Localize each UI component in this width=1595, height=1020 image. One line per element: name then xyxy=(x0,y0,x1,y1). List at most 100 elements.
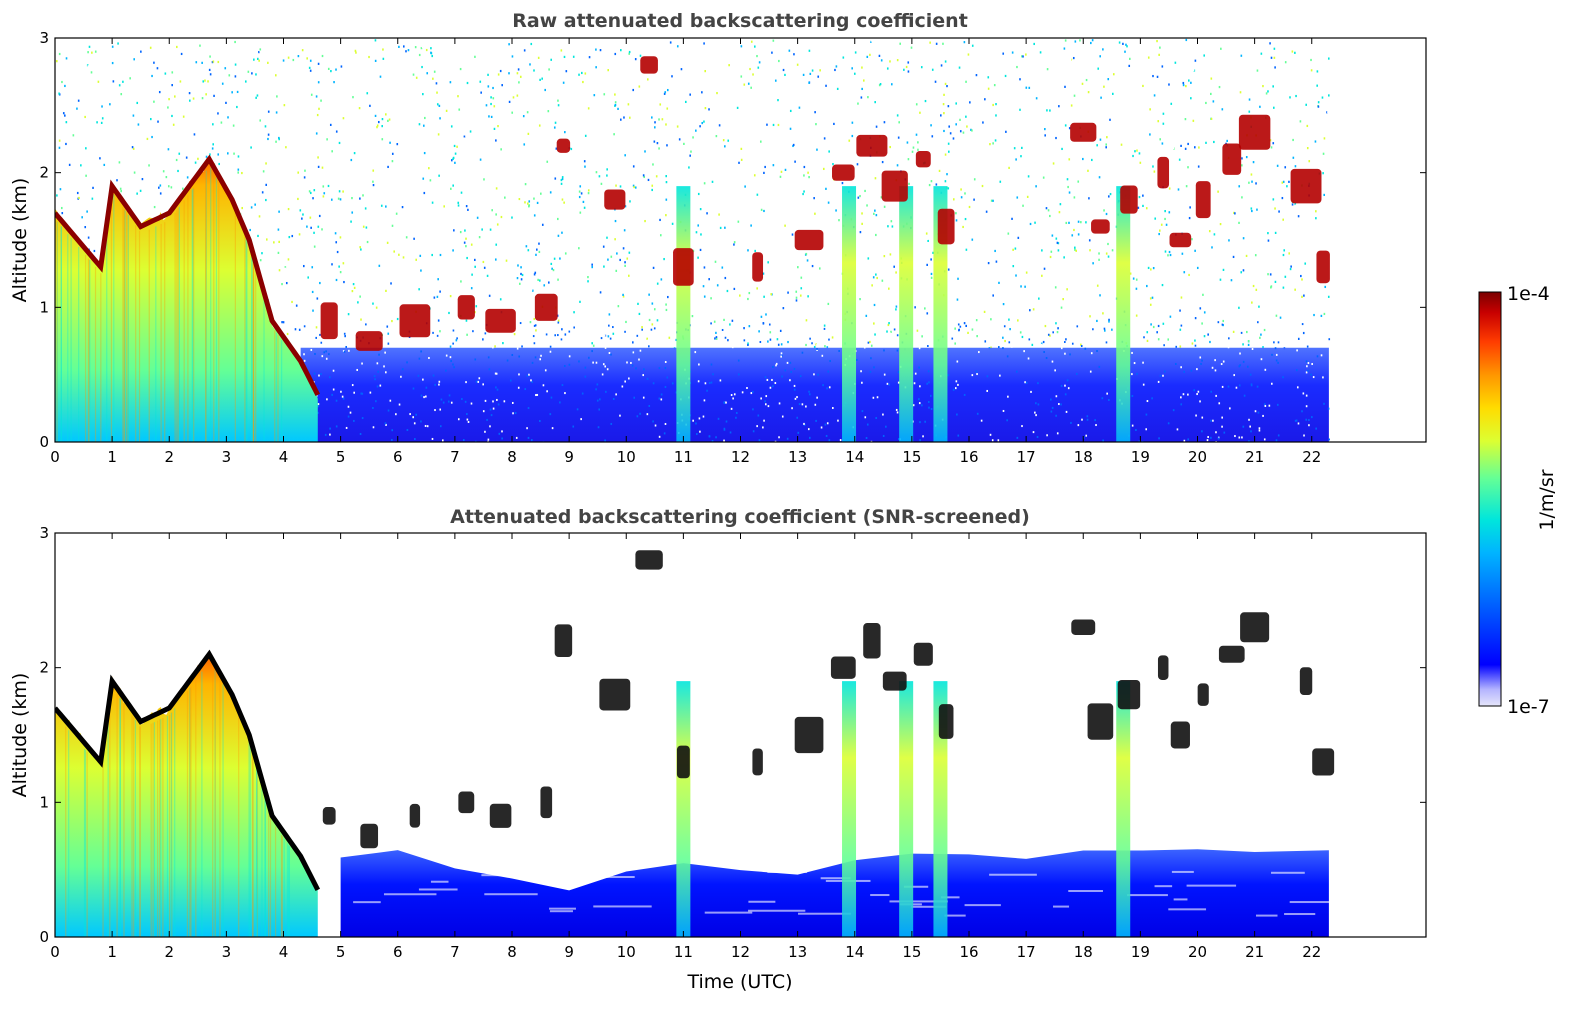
cloud-patch xyxy=(322,807,336,825)
y-tick-label: 0 xyxy=(39,928,49,946)
raw-backscatter-panel: Raw attenuated backscattering coefficien… xyxy=(9,10,1427,466)
x-tick-label: 14 xyxy=(845,943,864,961)
cloud-patch xyxy=(1120,185,1138,214)
x-tick-label: 9 xyxy=(564,943,574,961)
x-tick-label: 7 xyxy=(450,943,460,961)
x-axis-ticks: 0 1 2 3 4 5 6 7 8 9 10 11 12 13 14 15 16 17 18 19 20 21 22 xyxy=(50,38,1321,466)
x-tick-label: 17 xyxy=(1017,943,1036,961)
cloud-patch xyxy=(1070,122,1097,142)
cloud-patch xyxy=(457,295,475,320)
cloud-patch xyxy=(604,189,626,210)
y-tick-label: 3 xyxy=(39,29,49,47)
cloud-patch xyxy=(794,229,824,251)
cloud-patch xyxy=(1195,181,1211,219)
colorbar: 1e-4 1e-7 1/m/sr xyxy=(1478,283,1558,718)
y-tick-label: 1 xyxy=(39,793,49,811)
cloud-patch xyxy=(320,302,338,340)
x-tick-label: 8 xyxy=(507,448,517,466)
panel-title: Raw attenuated backscattering coefficien… xyxy=(512,10,968,32)
x-tick-label: 13 xyxy=(788,448,807,466)
x-tick-label: 12 xyxy=(731,448,750,466)
aerosol-layer xyxy=(55,655,318,937)
cloud-patch xyxy=(489,803,512,828)
x-tick-label: 10 xyxy=(617,448,636,466)
x-tick-label: 16 xyxy=(959,448,978,466)
cloud-column xyxy=(1116,186,1131,442)
cloud-patch xyxy=(913,642,933,666)
x-tick-label: 21 xyxy=(1245,448,1264,466)
x-tick-label: 16 xyxy=(959,943,978,961)
cloud-patch xyxy=(752,748,763,776)
cloud-patch xyxy=(830,656,856,679)
cloud-patch xyxy=(540,786,553,819)
cloud-patch xyxy=(937,208,955,245)
cloud-patch xyxy=(1157,655,1169,680)
x-tick-label: 22 xyxy=(1302,943,1321,961)
cloud-patch xyxy=(485,308,516,333)
heatmap-area xyxy=(55,38,1331,442)
x-tick-label: 21 xyxy=(1245,943,1264,961)
cloud-column xyxy=(676,681,691,937)
x-tick-label: 12 xyxy=(731,943,750,961)
cloud-patch xyxy=(794,716,824,754)
cloud-column xyxy=(933,681,948,937)
y-tick-label: 2 xyxy=(39,164,49,182)
y-axis-label: Altitude (km) xyxy=(9,673,31,798)
cloud-column xyxy=(933,186,948,442)
x-tick-label: 11 xyxy=(674,943,693,961)
cloud-patch xyxy=(1157,156,1170,189)
y-tick-label: 3 xyxy=(39,524,49,542)
cloud-patch xyxy=(1299,667,1313,696)
x-tick-label: 6 xyxy=(393,943,403,961)
x-tick-label: 8 xyxy=(507,943,517,961)
cloud-patch xyxy=(1087,703,1114,740)
cloud-patch xyxy=(1091,219,1110,234)
aerosol-layer-top xyxy=(55,649,321,892)
x-tick-label: 2 xyxy=(164,448,174,466)
boundary-layer xyxy=(340,849,1329,937)
cloud-patch xyxy=(399,304,431,338)
cloud-column xyxy=(676,186,691,442)
x-tick-label: 3 xyxy=(222,448,232,466)
y-axis-ticks: 0 1 2 3 xyxy=(39,29,1426,451)
x-tick-label: 22 xyxy=(1302,448,1321,466)
cloud-patch xyxy=(1312,748,1335,776)
x-tick-label: 10 xyxy=(617,943,636,961)
y-axis-ticks: 0 1 2 3 xyxy=(39,524,1426,946)
x-tick-label: 4 xyxy=(279,943,289,961)
x-tick-label: 5 xyxy=(336,448,346,466)
cloud-patch xyxy=(1240,612,1270,643)
x-tick-label: 18 xyxy=(1074,943,1093,961)
x-tick-label: 1 xyxy=(107,448,117,466)
x-tick-label: 0 xyxy=(50,448,60,466)
x-tick-label: 19 xyxy=(1131,448,1150,466)
cloud-patch xyxy=(534,293,558,321)
x-tick-label: 1 xyxy=(107,943,117,961)
cloud-patch xyxy=(1170,721,1190,749)
cloud-patch xyxy=(1238,114,1271,150)
heatmap-area xyxy=(55,550,1343,937)
cloud-patch xyxy=(676,745,690,779)
x-tick-label: 13 xyxy=(788,943,807,961)
x-tick-label: 0 xyxy=(50,943,60,961)
cloud-patch xyxy=(1117,680,1141,710)
colorbar-min-label: 1e-7 xyxy=(1507,696,1550,718)
cloud-patch xyxy=(554,624,573,658)
cloud-patch xyxy=(863,623,881,659)
panel-title: Attenuated backscattering coefficient (S… xyxy=(450,506,1030,528)
x-tick-label: 18 xyxy=(1074,448,1093,466)
y-tick-label: 1 xyxy=(39,298,49,316)
cloud-patch xyxy=(832,164,855,181)
cloud-column xyxy=(1116,681,1131,937)
cloud-patch xyxy=(1218,645,1245,663)
x-axis-label: Time (UTC) xyxy=(686,971,792,993)
cloud-patch xyxy=(360,823,379,849)
x-tick-label: 2 xyxy=(164,943,174,961)
x-axis-ticks: 0 1 2 3 4 5 6 7 8 9 10 11 12 13 14 15 16 17 18 19 20 21 22 xyxy=(50,533,1321,961)
cloud-patch xyxy=(1071,619,1096,635)
x-tick-label: 6 xyxy=(393,448,403,466)
cloud-column xyxy=(899,186,914,442)
x-tick-label: 14 xyxy=(845,448,864,466)
x-tick-label: 5 xyxy=(336,943,346,961)
colorbar-scale xyxy=(1478,291,1502,707)
